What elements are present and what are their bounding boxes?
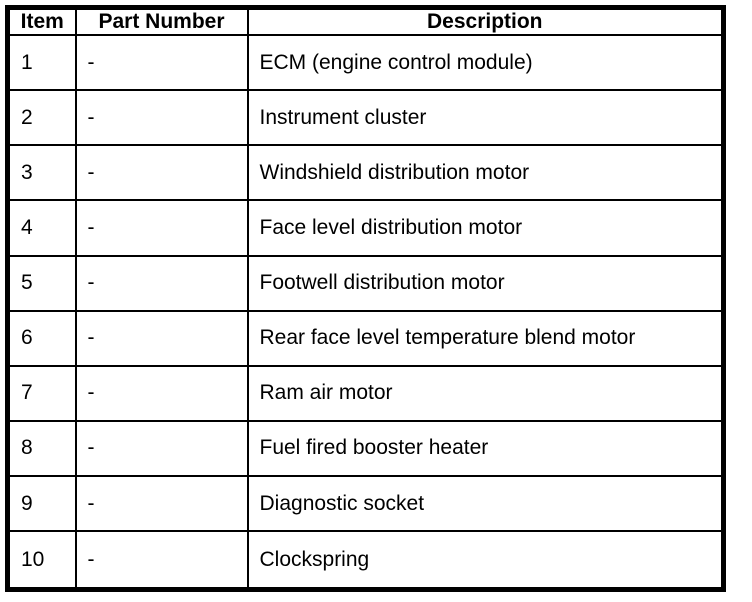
cell-part-number: - <box>74 33 249 92</box>
table-row: 5 - Footwell distribution motor <box>6 254 725 312</box>
cell-part-number: - <box>74 530 249 591</box>
cell-description: Rear face level temperature blend motor <box>246 309 725 367</box>
cell-item: 6 <box>6 309 77 367</box>
cell-item: 7 <box>6 364 77 422</box>
column-header-item: Item <box>6 6 77 36</box>
cell-item: 8 <box>6 419 77 478</box>
cell-item: 9 <box>6 474 77 533</box>
cell-part-number: - <box>74 89 249 147</box>
cell-item: 5 <box>6 254 77 312</box>
cell-item: 1 <box>6 33 77 92</box>
table-row: 2 - Instrument cluster <box>6 89 725 147</box>
table-row: 10 - Clockspring <box>6 530 725 591</box>
column-header-part-number: Part Number <box>74 6 249 36</box>
cell-item: 3 <box>6 144 77 202</box>
cell-description: Diagnostic socket <box>246 474 725 533</box>
table-row: 4 - Face level distribution motor <box>6 199 725 257</box>
cell-description: Clockspring <box>246 530 725 591</box>
table-header-row: Item Part Number Description <box>6 6 725 36</box>
cell-part-number: - <box>74 144 249 202</box>
cell-part-number: - <box>74 364 249 422</box>
parts-table: Item Part Number Description 1 - ECM (en… <box>5 5 726 592</box>
cell-description: Face level distribution motor <box>246 199 725 257</box>
table-row: 8 - Fuel fired booster heater <box>6 419 725 478</box>
cell-description: Windshield distribution motor <box>246 144 725 202</box>
cell-part-number: - <box>74 254 249 312</box>
cell-part-number: - <box>74 419 249 478</box>
cell-part-number: - <box>74 474 249 533</box>
cell-part-number: - <box>74 309 249 367</box>
cell-item: 2 <box>6 89 77 147</box>
table-row: 3 - Windshield distribution motor <box>6 144 725 202</box>
table-row: 1 - ECM (engine control module) <box>6 33 725 92</box>
cell-description: Fuel fired booster heater <box>246 419 725 478</box>
cell-part-number: - <box>74 199 249 257</box>
table-row: 6 - Rear face level temperature blend mo… <box>6 309 725 367</box>
table-row: 7 - Ram air motor <box>6 364 725 422</box>
cell-description: Footwell distribution motor <box>246 254 725 312</box>
cell-description: Ram air motor <box>246 364 725 422</box>
cell-item: 10 <box>6 530 77 591</box>
cell-description: Instrument cluster <box>246 89 725 147</box>
table-row: 9 - Diagnostic socket <box>6 474 725 533</box>
cell-item: 4 <box>6 199 77 257</box>
cell-description: ECM (engine control module) <box>246 33 725 92</box>
column-header-description: Description <box>246 6 725 36</box>
